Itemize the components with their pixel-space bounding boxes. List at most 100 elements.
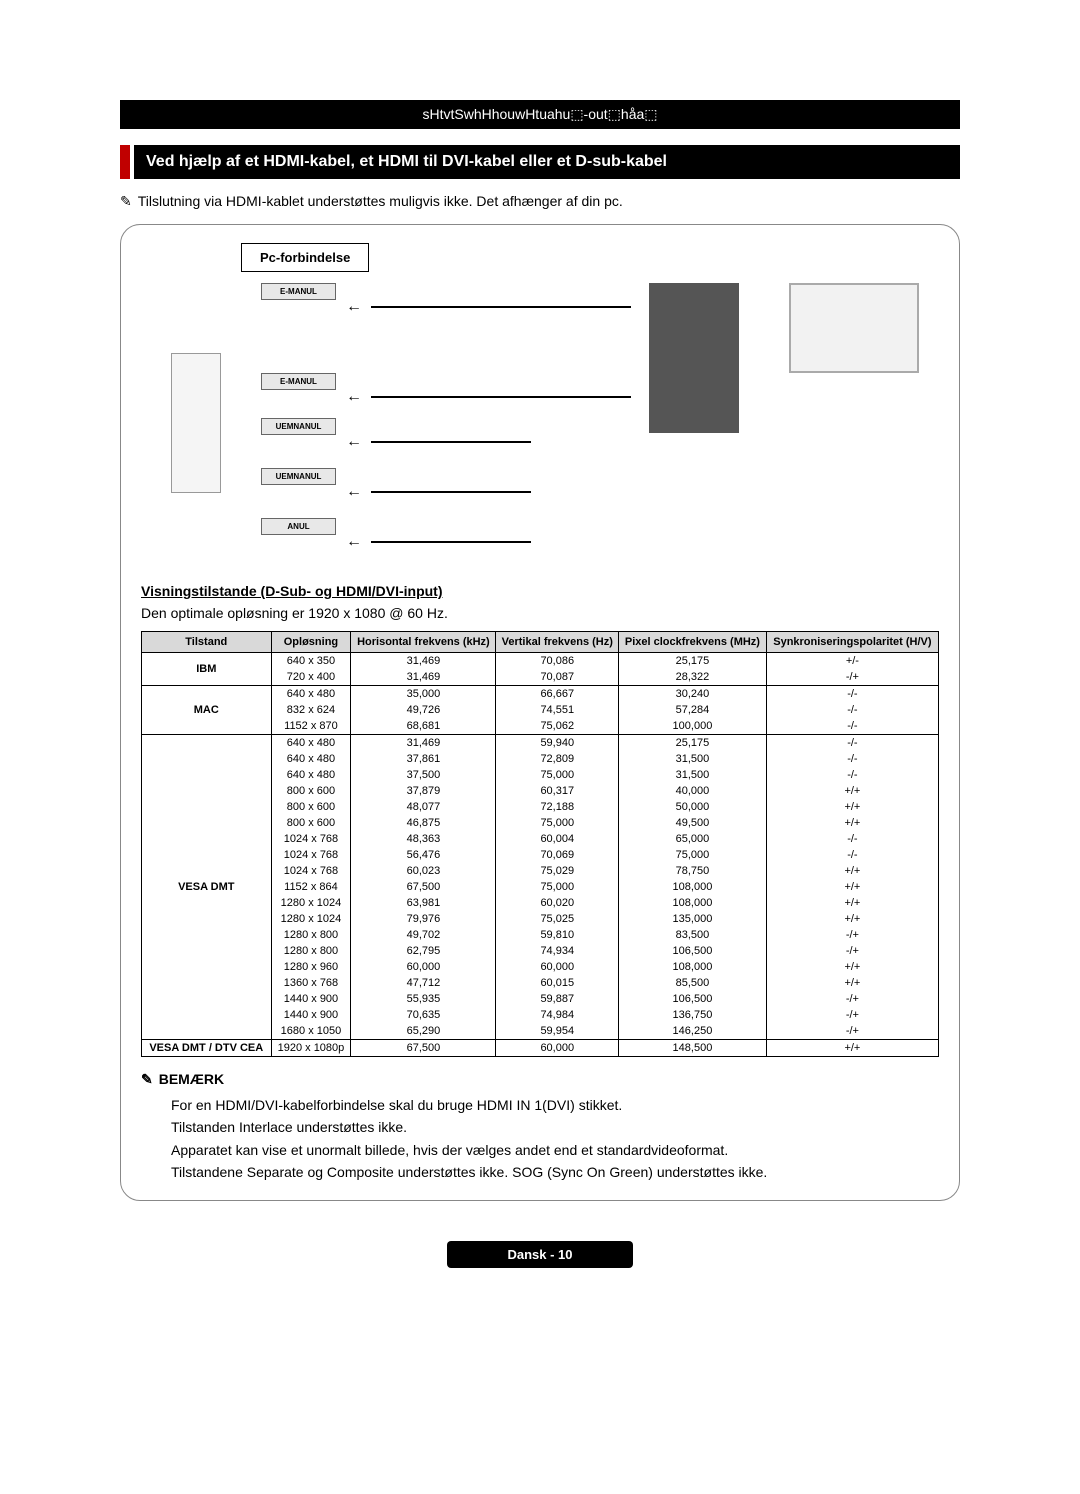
col-hfreq: Horisontal frekvens (kHz): [351, 632, 496, 653]
data-cell: -/-: [766, 702, 938, 718]
port-label-4: UEMNANUL: [261, 468, 336, 485]
data-cell: 31,500: [619, 767, 767, 783]
data-cell: 640 x 480: [271, 686, 351, 703]
data-cell: +/+: [766, 863, 938, 879]
data-cell: 35,000: [351, 686, 496, 703]
data-cell: 60,000: [496, 959, 619, 975]
data-cell: 74,551: [496, 702, 619, 718]
data-cell: 74,934: [496, 943, 619, 959]
arrow-icon: ←: [346, 483, 362, 501]
table-row: MAC640 x 48035,00066,66730,240-/-: [142, 686, 939, 703]
data-cell: 135,000: [619, 911, 767, 927]
data-cell: 66,667: [496, 686, 619, 703]
data-cell: 40,000: [619, 783, 767, 799]
data-cell: 68,681: [351, 718, 496, 735]
remark-item: Apparatet kan vise et unormalt billede, …: [171, 1139, 939, 1161]
data-cell: 70,086: [496, 653, 619, 670]
data-cell: 50,000: [619, 799, 767, 815]
data-cell: 49,726: [351, 702, 496, 718]
monitor-icon: [789, 283, 919, 373]
data-cell: +/+: [766, 799, 938, 815]
data-cell: 59,954: [496, 1023, 619, 1040]
data-cell: 108,000: [619, 879, 767, 895]
pc-tower-icon: [171, 353, 221, 493]
section-title: Ved hjælp af et HDMI-kabel, et HDMI til …: [134, 145, 960, 179]
data-cell: 800 x 600: [271, 799, 351, 815]
top-banner: sHtvtSwhHhouwHtuahu⬚-out⬚håa⬚: [120, 100, 960, 129]
data-cell: 65,290: [351, 1023, 496, 1040]
data-cell: 640 x 480: [271, 751, 351, 767]
data-cell: 48,077: [351, 799, 496, 815]
top-note: Tilslutning via HDMI-kablet understøttes…: [120, 193, 960, 210]
data-cell: 70,069: [496, 847, 619, 863]
data-cell: 800 x 600: [271, 783, 351, 799]
data-cell: 59,887: [496, 991, 619, 1007]
data-cell: 832 x 624: [271, 702, 351, 718]
data-cell: 37,879: [351, 783, 496, 799]
tv-back-panel-icon: [649, 283, 739, 433]
data-cell: 49,500: [619, 815, 767, 831]
data-cell: +/+: [766, 895, 938, 911]
audio-cable-icon: [371, 491, 531, 493]
data-cell: 60,023: [351, 863, 496, 879]
data-cell: 67,500: [351, 1040, 496, 1057]
data-cell: 108,000: [619, 895, 767, 911]
data-cell: 60,317: [496, 783, 619, 799]
note-icon: [120, 193, 132, 210]
data-cell: 720 x 400: [271, 669, 351, 686]
data-cell: +/-: [766, 653, 938, 670]
data-cell: 62,795: [351, 943, 496, 959]
data-cell: 85,500: [619, 975, 767, 991]
data-cell: 1024 x 768: [271, 847, 351, 863]
data-cell: 83,500: [619, 927, 767, 943]
page-number: Dansk - 10: [447, 1241, 632, 1268]
data-cell: 1280 x 960: [271, 959, 351, 975]
port-label-2: E-MANUL: [261, 373, 336, 390]
data-cell: 640 x 480: [271, 735, 351, 752]
port-label-5: ANUL: [261, 518, 336, 535]
data-cell: 63,981: [351, 895, 496, 911]
data-cell: 148,500: [619, 1040, 767, 1057]
data-cell: 60,020: [496, 895, 619, 911]
data-cell: 48,363: [351, 831, 496, 847]
data-cell: 1440 x 900: [271, 1007, 351, 1023]
diagram-container: Pc-forbindelse E-MANUL E-MANUL UEMNANUL …: [120, 224, 960, 1201]
note-text: Tilslutning via HDMI-kablet understøttes…: [138, 193, 623, 209]
data-cell: -/+: [766, 991, 938, 1007]
display-modes-table: Tilstand Opløsning Horisontal frekvens (…: [141, 631, 939, 1057]
data-cell: 78,750: [619, 863, 767, 879]
data-cell: 75,000: [496, 767, 619, 783]
data-cell: 37,861: [351, 751, 496, 767]
data-cell: 55,935: [351, 991, 496, 1007]
data-cell: 640 x 350: [271, 653, 351, 670]
data-cell: -/-: [766, 735, 938, 752]
arrow-icon: ←: [346, 388, 362, 406]
data-cell: +/+: [766, 783, 938, 799]
data-cell: 60,004: [496, 831, 619, 847]
data-cell: 30,240: [619, 686, 767, 703]
accent-bar: [120, 145, 130, 179]
data-cell: 70,087: [496, 669, 619, 686]
connection-diagram: Pc-forbindelse E-MANUL E-MANUL UEMNANUL …: [141, 243, 939, 573]
data-cell: -/-: [766, 847, 938, 863]
data-cell: 1280 x 800: [271, 943, 351, 959]
remark-list: For en HDMI/DVI-kabelforbindelse skal du…: [141, 1094, 939, 1184]
data-cell: 31,500: [619, 751, 767, 767]
data-cell: +/+: [766, 911, 938, 927]
data-cell: -/+: [766, 927, 938, 943]
data-cell: -/-: [766, 686, 938, 703]
table-row: VESA DMT / DTV CEA1920 x 1080p67,50060,0…: [142, 1040, 939, 1057]
remark-label: BEMÆRK: [159, 1071, 224, 1088]
data-cell: 1680 x 1050: [271, 1023, 351, 1040]
data-cell: 49,702: [351, 927, 496, 943]
data-cell: 1280 x 1024: [271, 911, 351, 927]
note-icon: [141, 1071, 153, 1088]
data-cell: 1440 x 900: [271, 991, 351, 1007]
data-cell: 72,809: [496, 751, 619, 767]
data-cell: 31,469: [351, 653, 496, 670]
data-cell: +/+: [766, 815, 938, 831]
data-cell: -/+: [766, 943, 938, 959]
data-cell: 46,875: [351, 815, 496, 831]
data-cell: 25,175: [619, 735, 767, 752]
data-cell: 65,000: [619, 831, 767, 847]
